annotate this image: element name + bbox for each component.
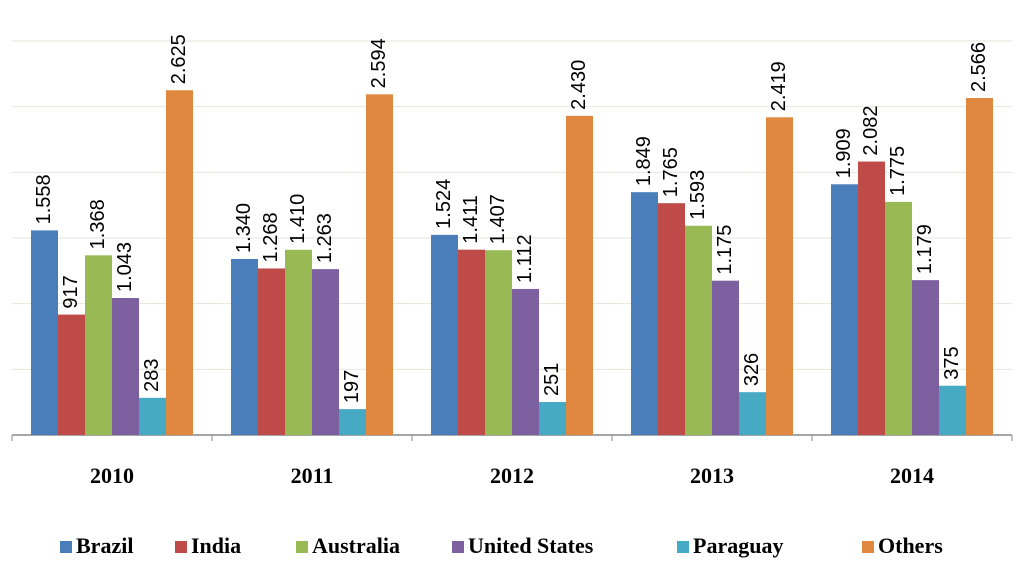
data-label: 1.407	[487, 194, 509, 244]
bar	[939, 385, 966, 435]
data-label: 1.340	[233, 203, 255, 253]
data-label: 1.775	[887, 146, 909, 196]
data-label: 1.179	[914, 224, 936, 274]
data-label: 1.765	[660, 147, 682, 197]
bar	[512, 288, 539, 435]
legend-swatch	[862, 541, 874, 553]
bar	[312, 269, 339, 435]
bar	[139, 397, 166, 435]
legend-swatch	[296, 541, 308, 553]
bar	[831, 184, 858, 435]
bar	[912, 280, 939, 435]
legend-label: Australia	[312, 533, 400, 558]
legend-swatch	[677, 541, 689, 553]
bar	[658, 203, 685, 435]
bar	[231, 259, 258, 435]
data-label: 1.268	[260, 212, 282, 262]
data-label: 1.558	[33, 174, 55, 224]
data-label: 1.410	[287, 194, 309, 244]
bar	[631, 192, 658, 435]
bar	[431, 234, 458, 435]
data-label: 1.524	[433, 179, 455, 229]
data-label: 2.430	[568, 60, 590, 110]
data-label: 1.263	[314, 213, 336, 263]
x-tick-label: 2010	[90, 463, 134, 488]
data-label: 197	[341, 370, 363, 403]
legend-label: Paraguay	[693, 533, 783, 558]
data-label: 2.419	[768, 61, 790, 111]
data-label: 1.043	[114, 242, 136, 292]
data-label: 1.411	[460, 195, 482, 244]
bar	[112, 298, 139, 435]
bar	[366, 94, 393, 435]
data-label: 2.082	[860, 106, 882, 156]
bar	[539, 402, 566, 435]
bar	[339, 409, 366, 435]
legend-swatch	[175, 541, 187, 553]
bar	[858, 161, 885, 435]
bar	[739, 392, 766, 435]
legend-label: Others	[878, 533, 943, 558]
bar	[458, 249, 485, 435]
legend-label: India	[191, 533, 241, 558]
data-label: 1.112	[514, 234, 536, 283]
data-label: 375	[941, 346, 963, 379]
bar	[485, 250, 512, 435]
data-label: 1.593	[687, 170, 709, 220]
data-label: 283	[141, 358, 163, 391]
data-label: 2.625	[168, 34, 190, 84]
data-label: 1.849	[633, 136, 655, 186]
legend-swatch	[452, 541, 464, 553]
data-label: 1.368	[87, 199, 109, 249]
x-tick-label: 2014	[890, 463, 934, 488]
bar	[85, 255, 112, 435]
bar	[966, 97, 993, 436]
bar	[712, 280, 739, 435]
bar	[766, 117, 793, 436]
bar	[566, 115, 593, 436]
x-tick-label: 2011	[291, 463, 334, 488]
bar	[258, 268, 285, 435]
x-tick-label: 2012	[490, 463, 534, 488]
legend-swatch	[60, 541, 72, 553]
bar	[685, 225, 712, 435]
data-label: 2.594	[368, 38, 390, 88]
data-label: 251	[541, 363, 563, 396]
data-label: 2.566	[968, 42, 990, 92]
data-label: 1.175	[714, 225, 736, 275]
bar	[166, 90, 193, 435]
bar	[58, 314, 85, 435]
data-label: 326	[741, 353, 763, 386]
legend-label: Brazil	[76, 533, 133, 558]
bar	[31, 230, 58, 435]
legend-label: United States	[468, 533, 594, 558]
x-tick-label: 2013	[690, 463, 734, 488]
data-label: 917	[60, 275, 82, 308]
bar	[885, 201, 912, 435]
data-label: 1.909	[833, 128, 855, 178]
bar	[285, 249, 312, 435]
